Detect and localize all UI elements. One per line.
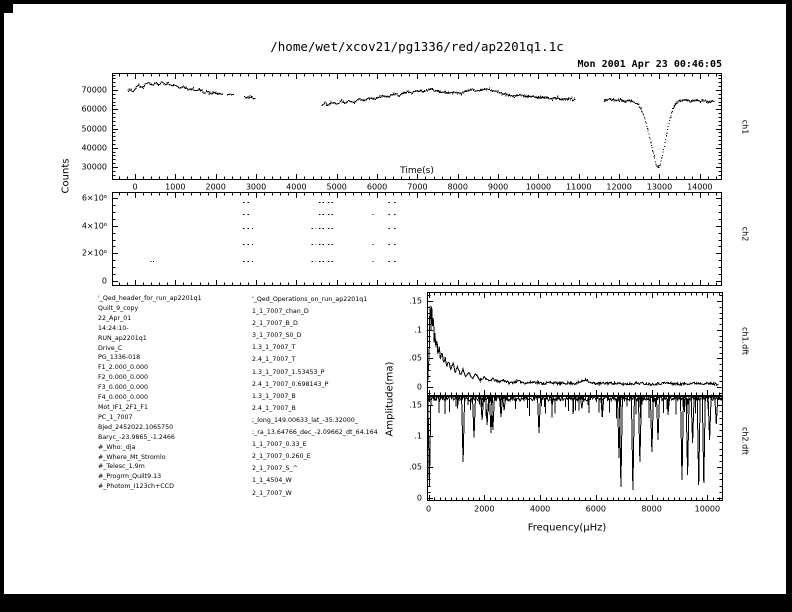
tick-label: 50000 — [81, 124, 107, 133]
log-line: 2.4_1_7007_B — [252, 404, 296, 412]
ch2-dft-panel — [427, 396, 723, 501]
tick-label: 6000 — [585, 504, 607, 514]
log-line: 2_1_7007_S_^ — [252, 465, 298, 473]
log-line: #_Telesc_1.9m — [98, 463, 145, 471]
channel-label-ch2dft: ch2.dft — [740, 427, 750, 455]
channel-label-ch1dft: ch1.dft — [740, 327, 750, 355]
log-line: 14:24:10- — [98, 324, 129, 332]
tick-label: 70000 — [81, 85, 107, 95]
log-line: 2.4_1_7007_T — [252, 356, 296, 364]
tick-label: 11000 — [566, 182, 592, 192]
log-line: F1_2.000_0.000 — [98, 364, 148, 372]
tick-label: 2000 — [205, 182, 226, 192]
tick-label: 10000 — [694, 504, 721, 514]
log-line: 3_1_7007_S0_D — [252, 332, 302, 340]
log-line: 2_1_7007_W — [252, 489, 292, 497]
tick-label: 60000 — [81, 104, 107, 114]
log-line: ;_long_149.00633_lat_-35.32000_ — [252, 416, 358, 424]
tick-label: 12000 — [606, 182, 632, 192]
tick-label: 6×10⁶ — [81, 193, 107, 203]
tick-label: 7000 — [407, 182, 428, 192]
tick-label: 0 — [101, 276, 107, 286]
log-line: ;_ra_13.64766_dec_-2.09662_dt_64.164 — [252, 429, 378, 437]
frame-corner-block — [0, 0, 13, 13]
tick-label: .15 — [409, 296, 422, 306]
log-line: 1.3_1_7007_T — [252, 344, 296, 352]
log-line: F2_0.000_0.000 — [98, 374, 148, 382]
log-line: PC_1_7007 — [98, 413, 133, 421]
log-line: '_Qed_Operations_on_run_ap2201q1 — [252, 296, 368, 303]
ch1-lightcurve-panel — [112, 73, 722, 180]
tick-label: 4000 — [529, 504, 551, 514]
operations-log: '_Qed_Operations_on_run_ap2201q1 1_1_7007… — [252, 294, 378, 500]
tick-label: .05 — [409, 353, 422, 363]
log-line: 22_Apr_01 — [98, 314, 132, 322]
tick-label: 0 — [416, 382, 422, 392]
ch2-panel — [112, 192, 722, 286]
frame-left — [0, 0, 4, 612]
tick-label: 13000 — [646, 182, 673, 192]
log-line: 2_1_7007_0.260_E — [252, 453, 311, 461]
log-line: 1_1_7007_0.33_E — [252, 441, 307, 449]
log-line: Drive_C — [98, 344, 123, 352]
log-line: Baryc_-23.9865_-1.2466 — [98, 433, 175, 441]
time-axis-label: Time(s) — [400, 166, 434, 176]
log-line: PG_1336-018 — [98, 354, 141, 362]
tick-label: 4×10⁶ — [81, 221, 107, 231]
tick-label: 40000 — [81, 143, 107, 153]
log-line: 1.3_1_7007_1.53453_P — [252, 368, 325, 376]
channel-label-ch1: ch1 — [740, 119, 750, 135]
tick-label: .1 — [414, 431, 422, 441]
log-line: #_Who:_dja — [98, 443, 136, 451]
frequency-axis-label: Frequency(μHz) — [527, 522, 607, 534]
tick-label: 5000 — [326, 182, 347, 192]
counts-axis-label: Counts — [60, 158, 72, 194]
tick-label: .15 — [409, 400, 422, 410]
tick-label: 6000 — [366, 182, 388, 192]
log-line: #_Progrm_Quilt9.13 — [98, 473, 162, 481]
log-line: '_Qed_header_for_run_ap2201q1 — [98, 295, 202, 302]
timestamp: Mon 2001 Apr 23 00:46:05 — [577, 59, 723, 70]
log-line: 1.3_1_7007_B — [252, 392, 296, 400]
tick-label: .05 — [409, 462, 422, 472]
log-line: Bjed_2452022.1065750 — [98, 423, 174, 431]
tick-label: 0 — [132, 182, 138, 192]
log-line: F4_0.000_0.000 — [98, 394, 148, 402]
tick-label: 4000 — [286, 182, 307, 192]
tick-label: 3000 — [245, 182, 267, 192]
tick-label: 9000 — [487, 182, 509, 192]
tick-label: .1 — [414, 325, 422, 335]
tick-label: 1000 — [165, 182, 186, 192]
log-line: 1_1_7007_chan_D — [252, 308, 309, 316]
channel-label-ch2: ch2 — [740, 226, 750, 242]
log-line: 2_1_7007_B_D — [252, 320, 298, 328]
ch1-dft-panel — [427, 292, 723, 396]
frame-bottom — [0, 594, 792, 612]
tick-label: 2×10⁶ — [81, 248, 107, 258]
amplitude-axis-label: Amplitude(ma) — [384, 361, 396, 437]
tick-label: 2000 — [474, 504, 495, 514]
header-log: '_Qed_header_for_run_ap2201q1 Quilt_9_cop… — [98, 294, 202, 492]
log-line: #_Photom_I123ch+CCD — [98, 483, 174, 491]
log-line: RUN_ap2201q1 — [98, 334, 147, 342]
tick-label: 30000 — [81, 162, 107, 172]
log-line: 2.4_1_7007_0.698143_P — [252, 380, 329, 388]
log-line: F3_0.000_0.000 — [98, 384, 148, 392]
log-line: Mot_IF1_2F1_F1 — [98, 403, 148, 411]
log-line: #_Where_Mt_Stromlo — [98, 453, 166, 461]
log-line: Quilt_9_copy — [98, 304, 139, 312]
tick-label: 8000 — [641, 504, 662, 514]
frame-right — [786, 0, 792, 612]
tick-label: 14000 — [687, 182, 713, 192]
frame-top — [0, 0, 792, 4]
page-title: /home/wet/xcov21/pg1336/red/ap2201q1.1c — [270, 39, 564, 54]
log-line: 1_1_4504_W — [252, 477, 292, 485]
tick-label: 8000 — [447, 182, 468, 192]
tick-label: 0 — [416, 493, 422, 503]
tick-label: 10000 — [525, 182, 552, 192]
tick-label: 0 — [425, 504, 432, 514]
